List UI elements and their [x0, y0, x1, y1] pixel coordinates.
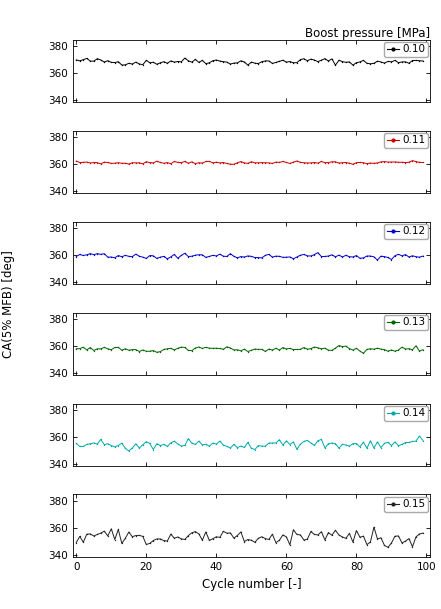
Text: Boost pressure [MPa]: Boost pressure [MPa] — [305, 27, 430, 40]
Text: CA(5% MFB) [deg]: CA(5% MFB) [deg] — [2, 250, 15, 359]
Legend: 0.13: 0.13 — [384, 315, 428, 330]
Legend: 0.12: 0.12 — [384, 224, 428, 239]
Legend: 0.10: 0.10 — [384, 41, 428, 57]
X-axis label: Cycle number [-]: Cycle number [-] — [202, 578, 301, 591]
Legend: 0.11: 0.11 — [384, 133, 428, 148]
Legend: 0.15: 0.15 — [384, 496, 428, 512]
Legend: 0.14: 0.14 — [384, 406, 428, 421]
